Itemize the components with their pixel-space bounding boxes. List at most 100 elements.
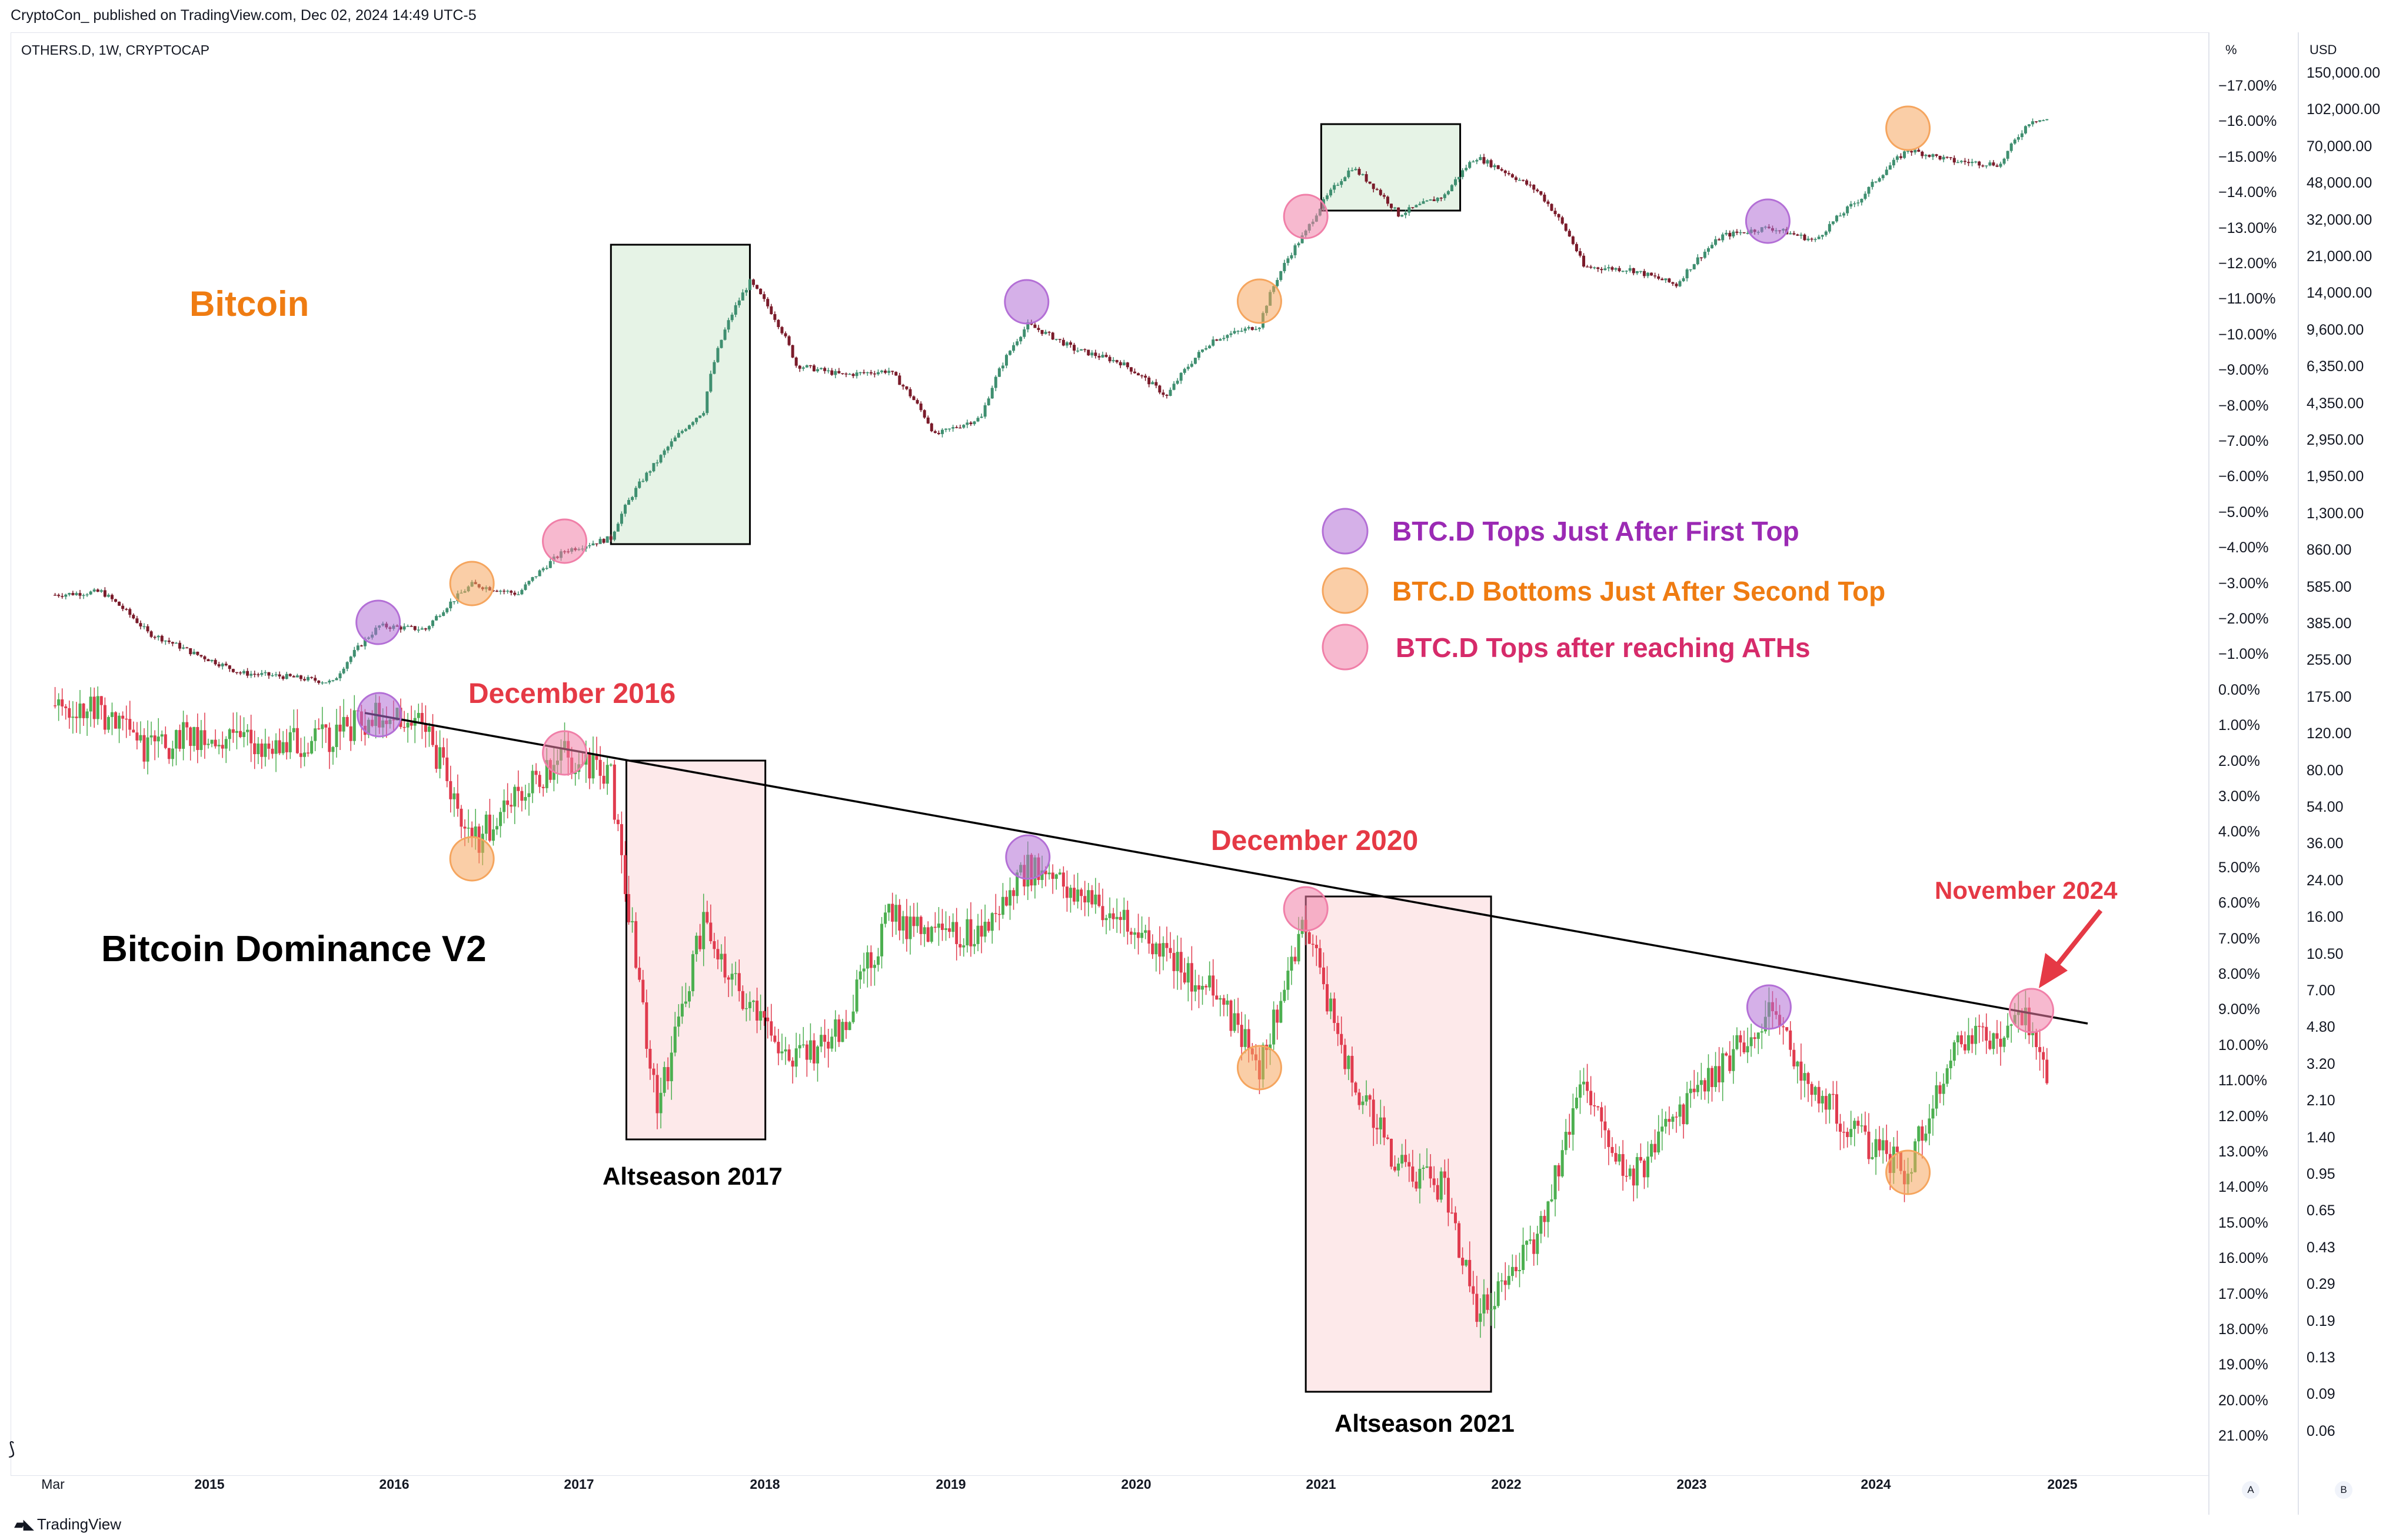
drawing-handle-icon[interactable]: ⟆ [8, 1439, 15, 1459]
dominance-trendline [364, 712, 2088, 1025]
candle-body [1607, 1130, 1610, 1147]
candle-body [1397, 1164, 1400, 1171]
candle-body [82, 595, 85, 596]
candle-body [770, 306, 773, 314]
candle-body [435, 745, 438, 769]
candle-body [808, 365, 812, 366]
candle-body [1942, 156, 1945, 160]
candle-body [966, 919, 969, 946]
candle-body [1158, 385, 1162, 393]
candle-body [634, 488, 638, 497]
candle-body [531, 771, 534, 794]
candle-body [1510, 174, 1514, 178]
candle-body [1928, 155, 1931, 157]
candle-body [1126, 909, 1129, 932]
candle-body [1076, 351, 1080, 352]
candle-body [1995, 1033, 1999, 1039]
candle-body [1290, 255, 1293, 259]
candle-body [1465, 1259, 1468, 1266]
candle-body [1193, 985, 1197, 992]
percent-tick-label: −5.00% [2218, 504, 2269, 521]
candle-body [214, 739, 217, 746]
candle-body [1639, 1156, 1642, 1161]
candle-body [1379, 189, 1382, 195]
candle-body [1928, 1118, 1931, 1134]
usd-tick-label: 54.00 [2307, 799, 2344, 815]
candle-body [1047, 872, 1051, 875]
candle-body [1593, 267, 1596, 269]
tradingview-logo[interactable]: ▰◣ TradingView [14, 1515, 121, 1534]
candle-body [531, 577, 534, 581]
candle-body [342, 716, 345, 732]
candle-body [71, 716, 75, 718]
candle-body [1215, 339, 1219, 341]
candle-body [1382, 1117, 1386, 1138]
candle-body [506, 591, 510, 592]
percent-tick-label: −12.00% [2218, 255, 2277, 272]
candle-body [96, 589, 99, 592]
candle-body [834, 1019, 837, 1037]
candle-body [2045, 119, 2049, 121]
candle-body [876, 956, 880, 965]
candle-body [1493, 165, 1496, 168]
usd-tick-label: 2,950.00 [2307, 432, 2364, 448]
usd-tick-label: 70,000.00 [2307, 138, 2372, 155]
candle-body [688, 991, 691, 1002]
candle-body [1739, 1035, 1742, 1043]
candle-body [1165, 395, 1169, 396]
candle-body [231, 729, 235, 733]
candle-body [1350, 170, 1354, 171]
candle-body [997, 368, 1001, 377]
candle-body [1789, 233, 1792, 235]
candle-body [1009, 351, 1012, 355]
candle-body [1033, 324, 1037, 328]
candle-body [310, 741, 314, 754]
candle-body [620, 514, 623, 524]
candle-body [994, 376, 997, 388]
candle-body [82, 704, 85, 718]
candle-body [1101, 355, 1104, 358]
candle-body [869, 952, 873, 968]
candle-body [1557, 214, 1560, 218]
candle-body [1172, 384, 1176, 390]
candle-body [1386, 1137, 1389, 1139]
candle-body [495, 826, 498, 830]
candle-body [538, 775, 541, 787]
candle-body [1799, 234, 1803, 236]
plot-area[interactable] [11, 32, 2209, 1476]
candle-body [752, 1001, 756, 1002]
candle-body [1269, 1044, 1272, 1050]
candle-body [1728, 232, 1732, 236]
candle-body [1892, 159, 1895, 166]
candle-body [89, 591, 92, 595]
candle-body [92, 696, 96, 719]
candle-body [1510, 1266, 1514, 1276]
candle-body [185, 647, 189, 649]
candle-body [959, 427, 962, 429]
candle-body [228, 665, 231, 669]
candle-body [880, 924, 884, 956]
candle-body [1026, 322, 1030, 329]
candle-body [1226, 1000, 1229, 1005]
log-scale-button[interactable]: B [2335, 1481, 2352, 1499]
usd-tick-label: 32,000.00 [2307, 211, 2372, 228]
usd-tick-label: 48,000.00 [2307, 175, 2372, 192]
candle-body [231, 669, 235, 672]
candle-body [331, 680, 335, 681]
candle-body [858, 372, 862, 374]
candle-body [57, 595, 61, 596]
candle-body [1863, 1125, 1867, 1132]
auto-scale-button[interactable]: A [2242, 1481, 2259, 1499]
candle-body [1650, 1144, 1653, 1157]
candle-body [1119, 916, 1122, 920]
candle-body [777, 319, 780, 327]
candle-body [1959, 161, 1963, 162]
candle-body [1315, 945, 1318, 948]
candle-body [1176, 381, 1179, 384]
candle-body [1279, 271, 1283, 280]
candle-body [1522, 1245, 1525, 1271]
candle-body [349, 726, 352, 741]
candle-body [709, 374, 713, 392]
candle-body [983, 405, 987, 417]
candle-body [1553, 211, 1557, 215]
